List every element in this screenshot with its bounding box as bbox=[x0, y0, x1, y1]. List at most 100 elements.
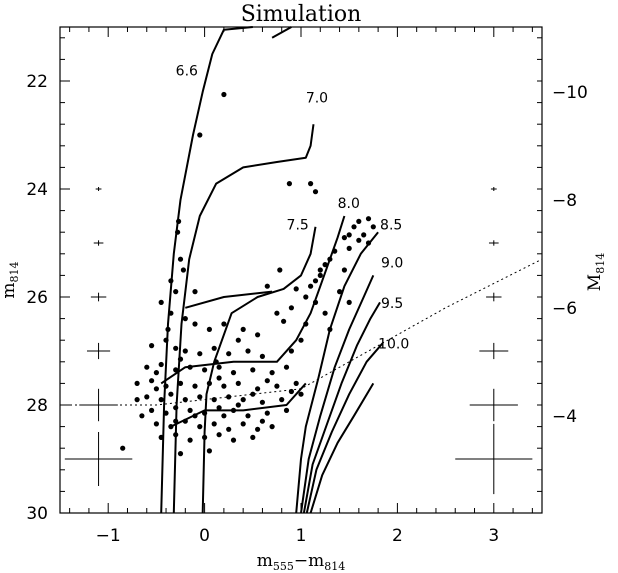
star-point bbox=[230, 407, 237, 413]
star-point bbox=[264, 283, 270, 289]
isochrone-hb2 bbox=[185, 290, 273, 309]
star-point bbox=[322, 310, 328, 316]
error-bar bbox=[490, 187, 497, 191]
star-point bbox=[158, 434, 164, 440]
star-point bbox=[211, 345, 217, 351]
star-point bbox=[308, 181, 314, 187]
star-point bbox=[149, 343, 155, 349]
error-bar bbox=[90, 292, 107, 302]
isochrone-7.0b bbox=[201, 226, 317, 514]
star-point bbox=[259, 399, 265, 405]
star-point bbox=[134, 380, 140, 386]
star-point bbox=[206, 380, 212, 386]
star-point bbox=[202, 410, 208, 416]
star-point bbox=[177, 451, 184, 457]
star-point bbox=[370, 224, 376, 230]
star-point bbox=[226, 426, 232, 432]
star-point bbox=[120, 445, 126, 451]
star-point bbox=[240, 326, 246, 332]
star-point bbox=[202, 367, 208, 373]
y-tick-label-left: 24 bbox=[26, 180, 48, 200]
star-point bbox=[149, 378, 155, 384]
star-point bbox=[240, 421, 246, 427]
x-axis-label-sub2: 814 bbox=[324, 560, 345, 573]
error-bars bbox=[64, 187, 533, 495]
y-tick-label-left: 22 bbox=[26, 72, 48, 92]
isochrone-6.6 bbox=[160, 26, 253, 514]
star-point bbox=[240, 397, 246, 403]
star-point bbox=[269, 424, 275, 430]
error-bar bbox=[455, 423, 533, 495]
isochrone-label: 7.5 bbox=[287, 218, 309, 234]
star-point bbox=[221, 413, 227, 419]
star-point bbox=[144, 364, 150, 370]
star-point bbox=[144, 394, 150, 400]
star-point bbox=[356, 218, 362, 224]
star-point bbox=[187, 437, 193, 443]
x-axis-label-sub1: 555 bbox=[273, 560, 294, 573]
star-point bbox=[250, 434, 256, 440]
isochrone-9.0 bbox=[302, 301, 381, 514]
star-point bbox=[149, 407, 155, 413]
star-point bbox=[298, 391, 304, 397]
star-point bbox=[365, 216, 372, 222]
star-point bbox=[317, 267, 323, 273]
star-point bbox=[346, 232, 352, 238]
star-point bbox=[163, 383, 169, 389]
y-tick-label-right: −10 bbox=[552, 83, 588, 103]
star-point bbox=[235, 337, 241, 343]
y-axis-label-left-sub: 814 bbox=[8, 261, 21, 282]
star-point bbox=[192, 321, 198, 327]
star-point bbox=[351, 224, 357, 230]
isochrone-curves bbox=[160, 26, 384, 514]
isochrone-label: 7.0 bbox=[306, 91, 328, 107]
y-axis-label-left: m814 bbox=[0, 261, 21, 298]
star-point bbox=[216, 364, 222, 370]
y-tick-label-right: −4 bbox=[552, 407, 577, 427]
star-point bbox=[341, 235, 347, 241]
star-point bbox=[250, 391, 256, 397]
isochrone-9.5 bbox=[305, 342, 384, 514]
star-point bbox=[182, 397, 188, 403]
star-point bbox=[163, 337, 169, 343]
star-point bbox=[279, 397, 285, 403]
isochrone-label: 9.0 bbox=[381, 255, 403, 271]
chart-title: Simulation bbox=[241, 2, 362, 27]
star-point bbox=[250, 367, 256, 373]
star-point bbox=[286, 181, 292, 187]
star-point bbox=[308, 283, 314, 289]
star-point bbox=[346, 299, 352, 305]
star-point bbox=[293, 380, 299, 386]
x-tick-label: −1 bbox=[96, 526, 121, 546]
isochrone-6.6b bbox=[271, 26, 292, 39]
star-point bbox=[216, 375, 222, 381]
star-point bbox=[255, 332, 261, 338]
star-point bbox=[182, 418, 188, 424]
star-point bbox=[177, 356, 184, 362]
star-point bbox=[312, 278, 319, 284]
error-bar bbox=[488, 240, 499, 246]
star-point bbox=[341, 267, 347, 273]
star-point bbox=[206, 326, 212, 332]
error-bar bbox=[86, 342, 111, 360]
star-point bbox=[327, 256, 333, 262]
y-tick-label-left: 26 bbox=[26, 288, 48, 308]
star-point bbox=[165, 326, 171, 332]
isochrone-label: 10.0 bbox=[378, 336, 409, 352]
star-point bbox=[158, 397, 164, 403]
star-point bbox=[168, 391, 174, 397]
star-point bbox=[176, 218, 182, 224]
error-bar bbox=[95, 187, 102, 191]
star-point bbox=[298, 337, 304, 343]
star-point bbox=[153, 421, 159, 427]
isochrone-8.0 bbox=[295, 231, 379, 514]
star-point bbox=[187, 407, 193, 413]
star-point bbox=[213, 359, 219, 365]
star-point bbox=[332, 248, 338, 254]
star-point bbox=[173, 345, 179, 351]
star-point bbox=[192, 413, 198, 419]
star-point bbox=[322, 262, 328, 268]
star-point bbox=[230, 437, 237, 443]
star-point bbox=[274, 310, 280, 316]
